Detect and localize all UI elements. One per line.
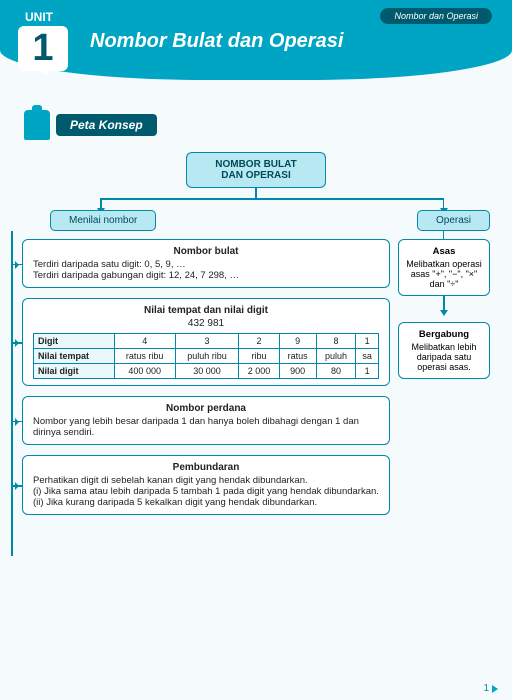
box-text: Terdiri daripada gabungan digit: 12, 24,…: [33, 270, 379, 281]
sample-number: 432 981: [33, 318, 379, 329]
topic-badge: Nombor dan Operasi: [380, 8, 492, 24]
box-title: Nilai tempat dan nilai digit: [33, 305, 379, 316]
place-value-table: Digit 4 3 2 9 8 1 Nilai tempat ratus rib…: [33, 333, 379, 379]
box-text: (i) Jika sama atau lebih daripada 5 tamb…: [33, 486, 379, 497]
branch-right: Operasi: [417, 210, 490, 231]
arrow-right-icon: [12, 342, 22, 344]
box-text: (ii) Jika kurang daripada 5 kekalkan dig…: [33, 497, 379, 508]
unit-number: 1: [32, 27, 53, 70]
nilai-tempat-box: Nilai tempat dan nilai digit 432 981 Dig…: [22, 298, 390, 386]
box-text: Melibatkan operasi asas "+", "−", "×" da…: [405, 259, 483, 289]
unit-label: UNIT: [25, 10, 53, 24]
box-title: Pembundaran: [33, 462, 379, 473]
left-spine: [11, 231, 13, 556]
concept-map-header: Peta Konsep: [24, 110, 512, 140]
bergabung-box: Bergabung Melibatkan lebih daripada satu…: [398, 322, 490, 379]
table-row: Nilai digit 400 000 30 000 2 000 900 80 …: [34, 364, 379, 379]
branch-row: Menilai nombor Operasi: [22, 210, 490, 231]
root-line1: NOMBOR BULAT: [193, 159, 319, 170]
page-marker-icon: [492, 685, 498, 693]
arrow-down-icon: [440, 310, 448, 316]
connector: [443, 231, 445, 239]
root-line2: DAN OPERASI: [193, 170, 319, 181]
nombor-perdana-box: Nombor perdana Nombor yang lebih besar d…: [22, 396, 390, 445]
concept-map: NOMBOR BULAT DAN OPERASI Menilai nombor …: [0, 152, 512, 525]
root-node: NOMBOR BULAT DAN OPERASI: [186, 152, 326, 188]
connector: [100, 198, 444, 200]
box-title: Bergabung: [405, 329, 483, 340]
box-text: Nombor yang lebih besar daripada 1 dan h…: [33, 416, 379, 438]
row-header: Digit: [34, 334, 115, 349]
box-text: Melibatkan lebih daripada satu operasi a…: [405, 342, 483, 372]
box-title: Nombor perdana: [33, 403, 379, 414]
content-row: Nombor bulat Terdiri daripada satu digit…: [22, 239, 490, 515]
clipboard-icon: [24, 110, 50, 140]
box-title: Nombor bulat: [33, 246, 379, 257]
arrow-right-icon: [12, 264, 22, 266]
page-title: Nombor Bulat dan Operasi: [90, 30, 343, 53]
table-row: Nilai tempat ratus ribu puluh ribu ribu …: [34, 349, 379, 364]
asas-box: Asas Melibatkan operasi asas "+", "−", "…: [398, 239, 490, 296]
row-header: Nilai digit: [34, 364, 115, 379]
box-text: Perhatikan digit di sebelah kanan digit …: [33, 475, 379, 486]
box-title: Asas: [405, 246, 483, 257]
nombor-bulat-box: Nombor bulat Terdiri daripada satu digit…: [22, 239, 390, 288]
pembundaran-box: Pembundaran Perhatikan digit di sebelah …: [22, 455, 390, 515]
branch-left: Menilai nombor: [50, 210, 156, 231]
table-row: Digit 4 3 2 9 8 1: [34, 334, 379, 349]
page-header: Nombor dan Operasi UNIT 1 Nombor Bulat d…: [0, 0, 512, 80]
connector: [255, 188, 257, 198]
arrow-right-icon: [12, 421, 22, 423]
arrow-right-icon: [12, 485, 22, 487]
concept-map-label: Peta Konsep: [56, 114, 157, 136]
box-text: Terdiri daripada satu digit: 0, 5, 9, …: [33, 259, 379, 270]
unit-number-box: 1: [18, 26, 68, 71]
page-number: 1: [483, 683, 498, 694]
row-header: Nilai tempat: [34, 349, 115, 364]
